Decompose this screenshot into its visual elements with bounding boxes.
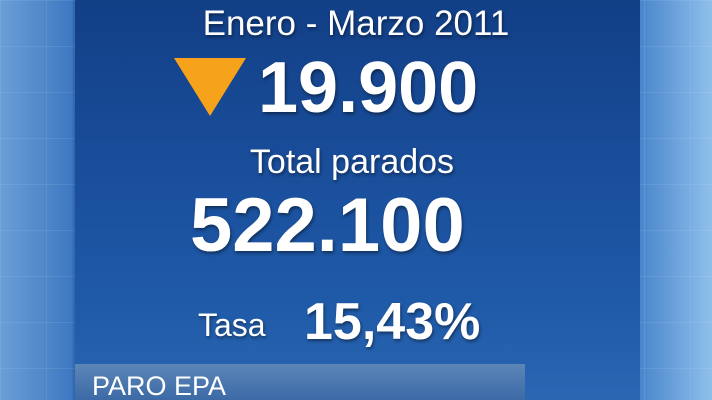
rate-value: 15,43% — [304, 293, 481, 351]
rate-label: Tasa — [198, 307, 266, 343]
total-value: 522.100 — [190, 183, 465, 268]
change: 19.900 — [258, 48, 479, 128]
panel — [75, 0, 640, 400]
down-arrow-shape — [174, 58, 246, 116]
footer-label: PARO EPA — [92, 371, 227, 400]
footer-strip — [75, 364, 525, 400]
total-label: Total parados — [249, 143, 455, 181]
down-arrow — [174, 58, 246, 116]
period: Enero - Marzo 2011 — [202, 4, 510, 43]
